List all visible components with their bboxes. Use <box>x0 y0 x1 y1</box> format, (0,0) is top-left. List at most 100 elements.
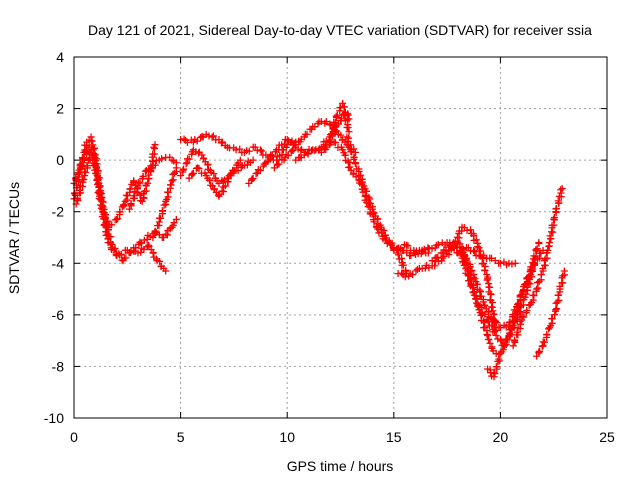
data-point <box>245 147 253 155</box>
data-point <box>505 331 513 339</box>
x-tick-label: 20 <box>493 429 509 445</box>
data-point <box>383 234 391 242</box>
data-point <box>398 254 406 262</box>
data-point <box>493 319 501 327</box>
data-point <box>492 331 500 339</box>
data-point <box>370 218 378 226</box>
data-point <box>492 363 500 371</box>
data-point <box>544 246 552 254</box>
data-point <box>560 267 568 275</box>
data-point <box>348 148 356 156</box>
data-point <box>312 146 320 154</box>
data-point <box>114 215 122 223</box>
data-point <box>189 169 197 177</box>
data-point <box>76 186 84 194</box>
data-point <box>87 137 95 145</box>
data-point <box>172 215 180 223</box>
data-point <box>322 118 330 126</box>
data-point <box>481 266 489 274</box>
data-point <box>404 242 412 250</box>
data-point <box>108 221 116 229</box>
series-sat-s <box>484 259 539 381</box>
data-point <box>180 165 188 173</box>
data-point <box>545 239 553 247</box>
data-point <box>232 146 240 154</box>
y-tick-label: -10 <box>44 410 64 426</box>
data-point <box>467 226 475 234</box>
data-point <box>116 251 124 259</box>
data-point <box>345 128 353 136</box>
data-point <box>352 160 360 168</box>
data-point <box>120 201 128 209</box>
data-point <box>528 267 536 275</box>
data-point <box>75 166 83 174</box>
data-point <box>559 279 567 287</box>
data-point <box>82 169 90 177</box>
data-point <box>113 215 121 223</box>
data-point <box>321 119 329 127</box>
data-point <box>508 260 516 268</box>
data-point <box>551 311 559 319</box>
data-point <box>162 267 170 275</box>
y-tick-label: 2 <box>56 101 64 117</box>
data-point <box>543 330 551 338</box>
data-point <box>136 238 144 246</box>
data-point <box>523 306 531 314</box>
data-point <box>531 259 539 267</box>
data-point <box>472 236 480 244</box>
data-point <box>97 189 105 197</box>
data-point <box>365 193 373 201</box>
data-point <box>224 175 232 183</box>
data-point <box>368 205 376 213</box>
data-point <box>122 254 130 262</box>
data-point <box>221 182 229 190</box>
data-point <box>83 162 91 170</box>
data-point <box>484 335 492 343</box>
data-point <box>284 152 292 160</box>
data-point <box>304 150 312 158</box>
data-point <box>530 292 538 300</box>
data-point <box>331 123 339 131</box>
data-point <box>553 305 561 313</box>
data-point <box>380 226 388 234</box>
data-point <box>409 271 417 279</box>
data-point <box>198 151 206 159</box>
series-sat-l <box>322 138 432 260</box>
x-tick-label: 5 <box>177 429 185 445</box>
data-point <box>210 185 218 193</box>
data-point <box>357 171 365 179</box>
data-point <box>256 166 264 174</box>
data-point <box>322 141 330 149</box>
series-sat-t <box>509 185 566 350</box>
data-point <box>553 298 561 306</box>
chart-title: Day 121 of 2021, Sidereal Day-to-day VTE… <box>88 22 592 38</box>
data-point <box>516 318 524 326</box>
data-point <box>534 279 542 287</box>
data-point <box>479 298 487 306</box>
data-point <box>473 243 481 251</box>
data-point <box>136 179 144 187</box>
data-point <box>149 249 157 256</box>
data-point <box>533 245 541 253</box>
data-point <box>491 328 499 336</box>
data-point <box>496 259 504 267</box>
data-point <box>182 160 190 168</box>
data-point <box>552 306 560 314</box>
series-sat-k <box>292 110 353 164</box>
data-point <box>206 176 214 184</box>
data-point <box>552 205 560 213</box>
data-point <box>121 197 129 205</box>
data-point <box>344 157 352 165</box>
data-point <box>168 177 176 185</box>
data-point <box>283 136 291 144</box>
data-point <box>395 251 402 259</box>
data-point <box>470 246 478 254</box>
data-point <box>533 285 541 293</box>
y-tick-label: -8 <box>52 358 65 374</box>
series-sat-r <box>458 244 500 358</box>
data-point <box>497 337 505 345</box>
data-point <box>172 164 180 172</box>
data-point <box>474 302 482 310</box>
series-sat-f <box>177 130 300 164</box>
data-point <box>513 328 521 336</box>
